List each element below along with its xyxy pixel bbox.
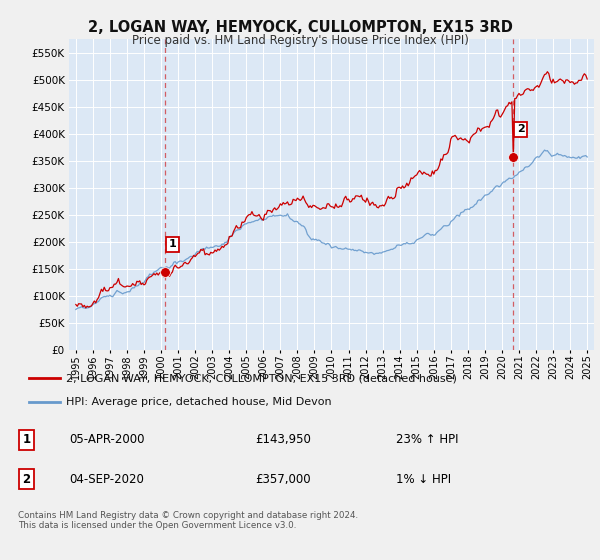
Text: 23% ↑ HPI: 23% ↑ HPI [396,433,458,446]
Text: 1: 1 [169,240,176,250]
Text: Contains HM Land Registry data © Crown copyright and database right 2024.
This d: Contains HM Land Registry data © Crown c… [18,511,358,530]
Text: Price paid vs. HM Land Registry's House Price Index (HPI): Price paid vs. HM Land Registry's House … [131,34,469,46]
Text: £357,000: £357,000 [255,473,311,486]
Text: £143,950: £143,950 [255,433,311,446]
Text: 2: 2 [517,124,524,134]
Text: HPI: Average price, detached house, Mid Devon: HPI: Average price, detached house, Mid … [66,397,332,407]
Text: 2, LOGAN WAY, HEMYOCK, CULLOMPTON, EX15 3RD: 2, LOGAN WAY, HEMYOCK, CULLOMPTON, EX15 … [88,20,512,35]
Text: 1% ↓ HPI: 1% ↓ HPI [396,473,451,486]
Text: 05-APR-2000: 05-APR-2000 [69,433,144,446]
Text: 2: 2 [22,473,31,486]
Text: 04-SEP-2020: 04-SEP-2020 [69,473,143,486]
Text: 2, LOGAN WAY, HEMYOCK, CULLOMPTON, EX15 3RD (detached house): 2, LOGAN WAY, HEMYOCK, CULLOMPTON, EX15 … [66,373,457,383]
Text: 1: 1 [22,433,31,446]
